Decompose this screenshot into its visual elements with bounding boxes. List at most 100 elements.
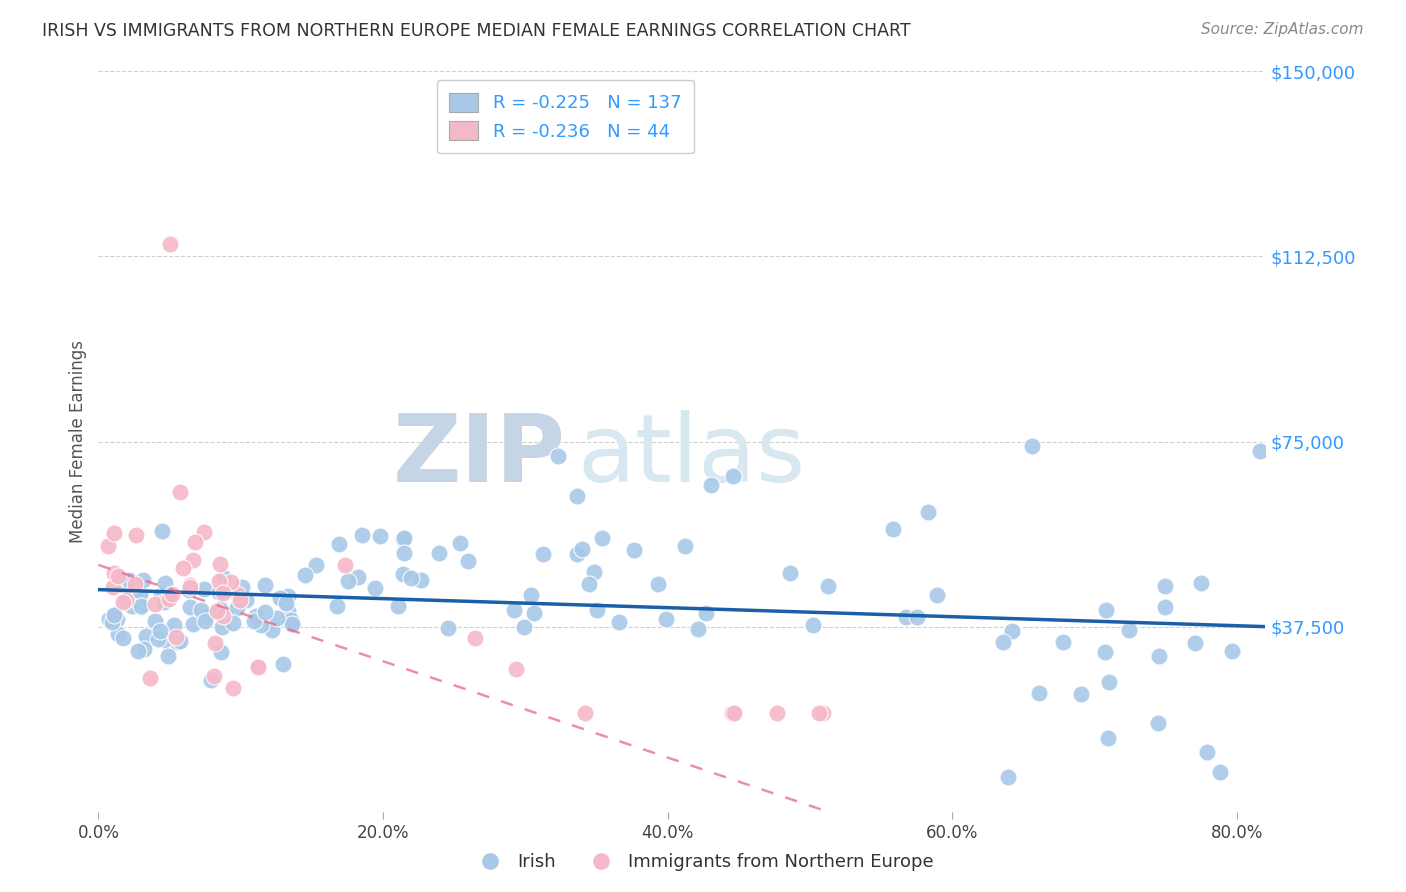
Point [245, 608, 267, 623]
Point [181, 553, 204, 567]
Point [169, 633, 191, 648]
Point [179, 581, 201, 595]
Point [124, 589, 146, 603]
Point [394, 531, 416, 545]
Point [574, 706, 596, 720]
Point [101, 580, 124, 594]
Point [277, 589, 299, 603]
Point [571, 542, 593, 557]
Point [195, 609, 218, 624]
Point [807, 706, 830, 720]
Point [97, 539, 120, 553]
Point [211, 585, 233, 599]
Point [392, 532, 415, 546]
Point [1070, 687, 1092, 701]
Point [274, 596, 297, 610]
Point [172, 561, 194, 575]
Point [254, 578, 277, 592]
Point [260, 623, 283, 637]
Point [160, 587, 183, 601]
Point [1118, 623, 1140, 637]
Point [917, 505, 939, 519]
Point [138, 671, 160, 685]
Point [565, 547, 588, 561]
Point [350, 528, 373, 542]
Point [118, 574, 141, 588]
Point [1147, 715, 1170, 730]
Point [894, 609, 917, 624]
Point [111, 595, 134, 609]
Point [226, 601, 249, 615]
Point [1154, 579, 1177, 593]
Point [1097, 731, 1119, 745]
Point [925, 588, 948, 602]
Point [235, 593, 257, 607]
Point [155, 575, 177, 590]
Point [592, 531, 614, 545]
Point [583, 565, 606, 579]
Point [326, 599, 349, 613]
Point [193, 524, 215, 539]
Point [202, 669, 225, 683]
Point [336, 574, 359, 588]
Point [148, 624, 170, 638]
Point [523, 606, 546, 620]
Point [200, 673, 222, 687]
Point [246, 660, 269, 674]
Point [1249, 444, 1271, 458]
Point [721, 706, 744, 720]
Point [585, 603, 607, 617]
Point [253, 605, 276, 619]
Point [112, 579, 135, 593]
Point [505, 663, 527, 677]
Point [132, 642, 155, 657]
Point [437, 621, 460, 635]
Point [623, 543, 645, 558]
Point [153, 632, 176, 647]
Point [225, 587, 247, 601]
Point [387, 599, 409, 614]
Point [531, 547, 554, 561]
Point [688, 623, 710, 637]
Point [184, 535, 207, 549]
Point [1094, 645, 1116, 659]
Point [1197, 746, 1219, 760]
Point [107, 627, 129, 641]
Point [209, 585, 232, 599]
Point [103, 566, 125, 581]
Point [512, 620, 534, 634]
Point [1154, 599, 1177, 614]
Point [347, 569, 370, 583]
Point [280, 613, 302, 627]
Point [1001, 624, 1024, 639]
Point [700, 478, 723, 492]
Point [231, 580, 253, 594]
Point [547, 450, 569, 464]
Point [1189, 576, 1212, 591]
Point [811, 706, 834, 720]
Point [103, 607, 125, 621]
Point [165, 630, 187, 644]
Point [129, 599, 152, 613]
Point [723, 706, 745, 720]
Legend: Irish, Immigrants from Northern Europe: Irish, Immigrants from Northern Europe [465, 847, 941, 879]
Point [565, 489, 588, 503]
Point [150, 588, 173, 602]
Point [153, 595, 176, 609]
Point [991, 634, 1014, 648]
Point [401, 571, 423, 585]
Point [190, 603, 212, 617]
Point [1220, 643, 1243, 657]
Point [305, 558, 328, 572]
Point [219, 574, 242, 589]
Point [165, 630, 187, 644]
Y-axis label: Median Female Earnings: Median Female Earnings [69, 340, 87, 543]
Point [103, 525, 125, 540]
Point [159, 237, 181, 252]
Point [209, 602, 232, 616]
Point [157, 592, 180, 607]
Point [179, 578, 201, 592]
Point [997, 770, 1019, 784]
Point [391, 566, 413, 581]
Point [135, 630, 157, 644]
